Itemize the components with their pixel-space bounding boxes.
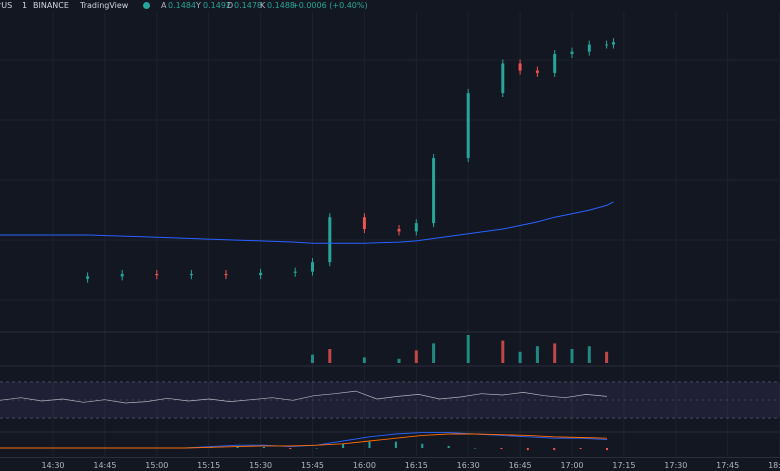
open-value: 0.1484 [168, 1, 196, 10]
close-value: 0.1488 [267, 1, 295, 10]
time-tick-label: 17:30 [664, 461, 688, 470]
time-tick-label: 16:30 [456, 461, 480, 470]
high-label: Y [196, 1, 201, 10]
candlestick-series [86, 38, 616, 283]
time-tick-label: 14:30 [41, 461, 65, 470]
low-label: D [227, 1, 234, 10]
macd-histogram-bar [526, 448, 529, 451]
candle-body [570, 51, 574, 55]
time-tick-label: 16:45 [508, 461, 532, 470]
volume-bar [414, 350, 418, 363]
volume-bar [311, 354, 314, 363]
macd-histogram-bar [606, 448, 608, 451]
volume-bar [570, 349, 574, 363]
macd-histogram-bar [421, 443, 424, 448]
candle-body [362, 217, 366, 230]
high-value: 0.1492 [203, 1, 231, 10]
macd-histogram-bar [579, 448, 582, 450]
macd-histogram-bar [394, 441, 397, 448]
close-label: K [260, 1, 266, 10]
change-value: +0.0006 (+0.40%) [292, 1, 368, 10]
volume-bar [535, 346, 539, 363]
candle-body [328, 217, 332, 263]
volume-bar [587, 346, 591, 363]
volume-bar [553, 343, 557, 363]
market-status-icon [143, 2, 150, 9]
candle-body [518, 63, 522, 71]
candle-body [587, 44, 591, 52]
time-axis[interactable]: 14:30 14:45 15:00 15:15 15:30 15:45 16:00 16:15… [0, 457, 780, 471]
time-tick-label: 17:15 [612, 461, 636, 470]
time-tick-label: 15:30 [249, 461, 273, 470]
time-tick-label: 15:15 [197, 461, 221, 470]
candle-body [311, 262, 314, 272]
time-tick-label: 16:15 [404, 461, 428, 470]
volume-bar [605, 351, 609, 363]
macd-histogram-bar [289, 448, 292, 450]
candle-body [605, 44, 609, 46]
pane-separators [0, 331, 780, 433]
moving-average-line [0, 201, 614, 244]
time-tick-label: 18:00 [768, 461, 780, 470]
macd-histogram-bar [447, 445, 450, 448]
volume-bar [518, 351, 522, 363]
candle-body [259, 272, 263, 276]
candle-body [293, 271, 297, 273]
symbol-name[interactable]: rUS [0, 1, 13, 10]
time-tick-label: 17:45 [716, 461, 740, 470]
macd-histogram-bar [315, 448, 318, 449]
candle-body [432, 158, 436, 224]
macd-histogram-bar [342, 443, 345, 448]
candle-body [86, 276, 90, 279]
exchange-label: BINANCE [33, 1, 69, 10]
signal-line [0, 433, 608, 449]
low-value: 0.1478 [234, 1, 262, 10]
volume-bar [397, 358, 401, 363]
candle-body [553, 54, 557, 73]
candle-body [466, 93, 470, 159]
macd-histogram-bar [500, 448, 503, 450]
candle-body [155, 273, 159, 276]
macd-histogram-bar [368, 441, 371, 448]
candle-body [612, 42, 616, 45]
candle-body [224, 273, 228, 276]
volume-bar [328, 349, 332, 363]
interval-label[interactable]: 1 [22, 1, 28, 10]
volume-bar [362, 357, 366, 363]
volume-bar [432, 343, 436, 363]
time-tick-label: 15:45 [300, 461, 325, 470]
volume-bar [466, 335, 470, 363]
candle-body [189, 273, 193, 276]
candle-body [414, 223, 418, 232]
volume-series [311, 335, 609, 363]
volume-bar [501, 340, 505, 363]
time-tick-label: 14:45 [93, 461, 117, 470]
open-label: A [161, 1, 167, 10]
time-tick-label: 15:00 [145, 461, 169, 470]
time-tick-label: 17:00 [560, 461, 584, 470]
candle-body [535, 70, 539, 73]
source-label: TradingView [80, 1, 129, 10]
candle-body [501, 63, 505, 94]
macd-histogram-bar [553, 448, 556, 451]
candle-body [120, 273, 124, 277]
rsi-line [0, 390, 608, 404]
time-tick-label: 16:00 [352, 461, 376, 470]
macd-histogram-bar [474, 448, 477, 449]
macd-histogram-bar [262, 446, 265, 448]
chart-legend-header: rUS 1 BINANCE TradingView A 0.1484 Y 0.1… [0, 0, 780, 13]
candle-body [397, 229, 401, 232]
